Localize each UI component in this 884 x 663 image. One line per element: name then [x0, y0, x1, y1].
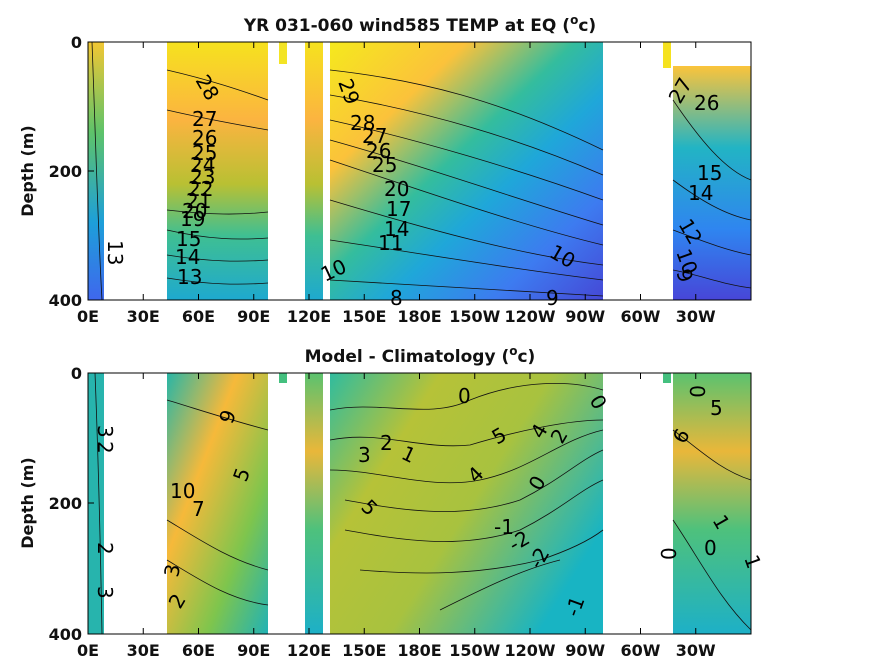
contour-label: 25 [372, 153, 397, 177]
contour-label: 26 [694, 91, 719, 115]
contour-label: 0 [704, 536, 717, 560]
panel1-xtick: 30E [127, 307, 160, 326]
panel2-xtick: 90W [565, 641, 605, 660]
panel2-xtick: 150W [449, 641, 500, 660]
panel2-xtick: 60W [621, 641, 661, 660]
panel1-xtick: 0E [77, 307, 99, 326]
panel1-xaxis: 0E 30E 60E 90E 120E 150E 180E 150W 120W 90W 60W 30W [77, 42, 716, 326]
panel2-field [88, 373, 751, 634]
contour-label: 25 [192, 141, 217, 165]
contour-label: 22 [188, 177, 213, 201]
panel2-yaxis: 0 200 400 Depth (m) [18, 364, 94, 644]
panel2-ylabel: Depth (m) [18, 457, 37, 549]
panel1-xtick: 120E [287, 307, 331, 326]
contour-label: 0 [657, 547, 681, 560]
panel1-xtick: 90E [237, 307, 270, 326]
contour-label: 3 [93, 425, 117, 438]
contour-label: 9 [546, 286, 559, 310]
panel2-xtick: 60E [182, 641, 215, 660]
panel1-ytick: 400 [49, 291, 82, 310]
contour-label: 0 [458, 384, 471, 408]
panel2-contours [94, 372, 752, 635]
panel1-xtick: 120W [504, 307, 555, 326]
panel1-yaxis: 0 200 400 Depth (m) [18, 33, 94, 310]
panel2-xtick: 150E [342, 641, 386, 660]
contour-label: 3 [93, 586, 117, 599]
panel1-xtick: 150E [342, 307, 386, 326]
contour-label: 5 [710, 396, 723, 420]
contour-label: 2 [380, 431, 393, 455]
panel1-xtick: 180E [397, 307, 441, 326]
panel1-xtick: 90W [565, 307, 605, 326]
panel2-xtick: 120E [287, 641, 331, 660]
panel1-field [88, 42, 751, 300]
contour-label: 27 [362, 124, 387, 148]
contour-label: 23 [190, 165, 215, 189]
contour-label: 21 [186, 189, 211, 213]
contour-label: 15 [697, 161, 722, 185]
contour-label: 14 [384, 217, 409, 241]
panel1-contours [91, 41, 752, 301]
contour-label: 19 [180, 207, 205, 231]
panel2-xtick: 180E [397, 641, 441, 660]
panel2-xaxis: 0E 30E 60E 90E 120E 150E 180E 150W 120W 90W 60W 30W [77, 373, 716, 660]
contour-label: 24 [190, 153, 215, 177]
contour-label: 3 [358, 443, 371, 467]
contour-label: 26 [366, 139, 391, 163]
contour-label: 2 [93, 542, 117, 555]
contour-label: 2 [93, 441, 117, 454]
contour-label: 14 [175, 245, 200, 269]
panel2-ytick: 0 [71, 364, 82, 383]
contour-label: 7 [192, 497, 205, 521]
contour-label: -1 [494, 515, 514, 539]
panel2-contour-labels: 3 2 2 3 9 10 7 3 2 5 3 2 1 5 0 -1 0 4 5 … [93, 384, 766, 620]
panel1-ylabel: Depth (m) [18, 125, 37, 217]
panel2-title: Model - Climatology (oc) [305, 344, 536, 367]
contour-label: 11 [378, 231, 403, 255]
contour-label: 14 [688, 181, 713, 205]
panel1-xtick: 150W [449, 307, 500, 326]
contour-label: 0 [685, 385, 709, 398]
panel2-xtick: 90E [237, 641, 270, 660]
panel2-ytick: 200 [49, 494, 82, 513]
panel2-xtick: 120W [504, 641, 555, 660]
panel1-xtick: 60W [621, 307, 661, 326]
panel1-title: YR 031-060 wind585 TEMP at EQ (oc) [243, 13, 596, 36]
panel1-xtick: 30W [676, 307, 716, 326]
contour-label: 27 [192, 107, 217, 131]
contour-label: 26 [192, 126, 217, 150]
contour-label: 13 [177, 265, 202, 289]
contour-label: 10 [170, 479, 195, 503]
contour-label: 8 [390, 286, 403, 310]
panel2-xtick: 30W [676, 641, 716, 660]
contour-label: 28 [350, 111, 375, 135]
contour-label: 17 [386, 197, 411, 221]
contour-label: 20 [182, 199, 207, 223]
contour-label: 3 [159, 562, 185, 579]
contour-label: 15 [176, 227, 201, 251]
panel1-ytick: 200 [49, 162, 82, 181]
panel2-ytick: 400 [49, 625, 82, 644]
panel1-ytick: 0 [71, 33, 82, 52]
panel2-xtick: 0E [77, 641, 99, 660]
contour-label: 13 [103, 240, 127, 265]
contour-label: 20 [384, 177, 409, 201]
panel1-xtick: 60E [182, 307, 215, 326]
panel2-xtick: 30E [127, 641, 160, 660]
